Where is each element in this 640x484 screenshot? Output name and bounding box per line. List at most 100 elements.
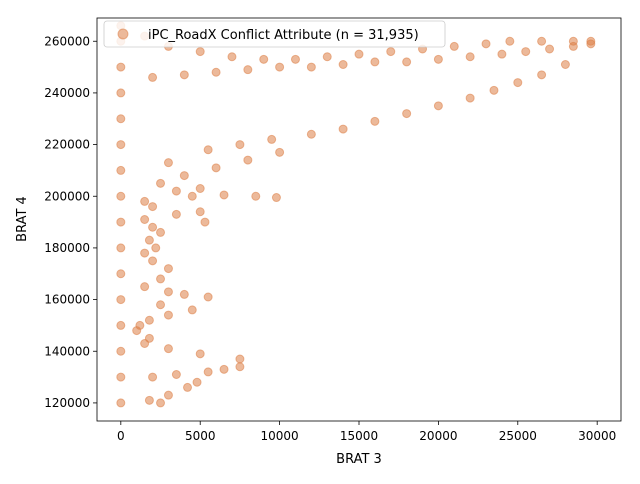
scatter-point [116,114,126,124]
scatter-point [163,287,173,297]
scatter-point [144,315,154,325]
scatter-point [148,202,158,212]
scatter-point [171,186,181,196]
scatter-point [259,54,269,64]
scatter-point [116,217,126,227]
scatter-point [306,62,316,72]
x-tick-label: 20000 [419,429,457,443]
scatter-point [156,227,166,237]
y-axis-label: BRAT 4 [15,196,30,242]
scatter-point [116,191,126,201]
scatter-point [156,178,166,188]
scatter-point [163,264,173,274]
legend-marker [117,28,129,40]
scatter-point [370,57,380,67]
scatter-point [135,320,145,330]
scatter-point [116,243,126,253]
x-tick-label: 30000 [578,429,616,443]
scatter-point [322,52,332,62]
scatter-point [586,36,596,46]
x-tick-label: 25000 [499,429,537,443]
scatter-point [163,158,173,168]
scatter-point [144,333,154,343]
scatter-point [116,398,126,408]
scatter-point [195,207,205,217]
scatter-point [116,295,126,305]
scatter-point [290,54,300,64]
scatter-point [338,124,348,134]
scatter-point [243,65,253,75]
scatter-point [140,196,150,206]
scatter-point [171,370,181,379]
scatter-point [545,44,555,54]
legend-box [103,20,446,48]
x-axis-ticks: 0 5000 10000 15000 20000 25000 30000 [117,421,616,443]
y-tick-label: 140000 [44,344,90,358]
scatter-point [200,217,210,227]
scatter-point [116,269,126,279]
scatter-point [465,93,475,103]
scatter-point [144,235,154,245]
scatter-point [219,190,229,200]
scatter-point [568,36,578,46]
y-tick-label: 220000 [44,138,90,152]
scatter-point [235,354,245,364]
scatter-point [116,320,126,330]
scatter-point [195,184,205,193]
x-axis-label: BRAT 3 [336,452,382,467]
x-tick-label: 10000 [261,429,299,443]
scatter-point [402,57,412,67]
scatter-point [271,193,281,203]
scatter-point [489,85,499,95]
scatter-point [449,41,459,51]
x-tick-label: 5000 [185,429,216,443]
scatter-point [148,256,158,266]
scatter-point [243,155,253,165]
scatter-point [163,344,173,354]
scatter-points [116,21,596,408]
scatter-point [148,222,158,232]
scatter-point [116,165,126,175]
scatter-point [140,248,150,258]
y-tick-label: 260000 [44,34,90,48]
scatter-point [306,129,316,139]
scatter-point [151,243,161,253]
scatter-point [275,62,285,72]
legend-label: iPC_RoadX Conflict Attribute (n = 31,935… [148,28,419,43]
scatter-point [163,310,173,320]
scatter-point [370,116,380,126]
scatter-point [219,364,229,374]
scatter-point [148,72,158,82]
scatter-point [116,88,126,98]
scatter-point [267,134,277,144]
scatter-point [144,395,154,405]
scatter-point [235,362,245,372]
y-tick-label: 120000 [44,396,90,410]
scatter-point [481,39,491,49]
scatter-point [187,305,197,315]
scatter-point [203,367,213,377]
scatter-point [537,36,547,46]
y-tick-label: 240000 [44,86,90,100]
scatter-point [227,52,237,62]
scatter-point [235,140,245,150]
scatter-point [203,145,213,155]
scatter-point [116,140,126,150]
scatter-point [179,289,189,299]
scatter-point [156,398,166,408]
scatter-point [116,372,126,382]
x-tick-label: 0 [117,429,125,443]
scatter-point [116,62,126,72]
scatter-point [386,47,396,57]
scatter-point [521,47,531,57]
scatter-point [338,60,348,69]
y-axis-ticks: 120000 140000 160000 180000 200000 220000 2400… [44,34,97,410]
scatter-point [211,163,221,173]
y-tick-label: 180000 [44,241,90,255]
scatter-point [171,209,181,219]
scatter-point [560,60,570,69]
scatter-point [433,101,443,111]
x-tick-label: 15000 [340,429,378,443]
